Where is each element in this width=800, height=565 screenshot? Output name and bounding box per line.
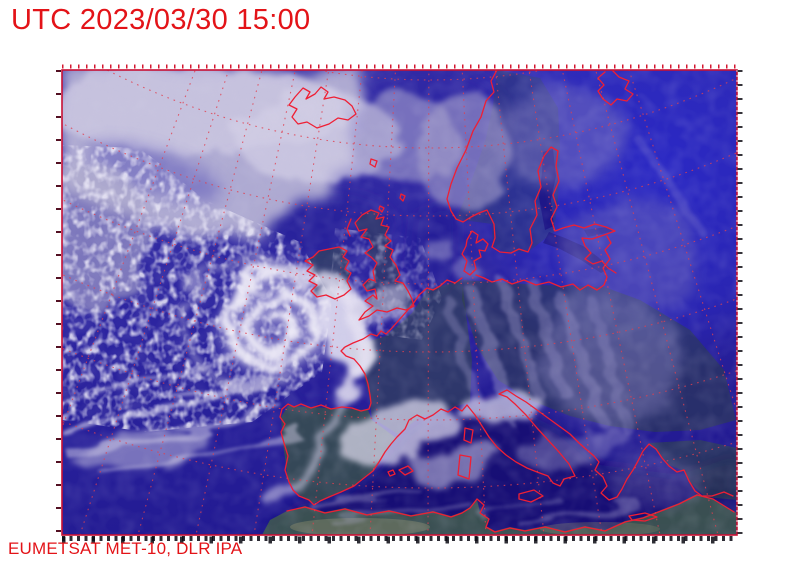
cloud-layer — [62, 70, 737, 535]
timestamp-title: UTC 2023/03/30 15:00 — [11, 4, 311, 36]
map-border — [56, 64, 743, 544]
attribution-caption: EUMETSAT MET-10, DLR IPA — [8, 539, 243, 558]
coastlines-overlay — [279, 70, 735, 533]
graticule-overlay — [62, 70, 737, 535]
satellite-image-layers — [62, 70, 737, 535]
